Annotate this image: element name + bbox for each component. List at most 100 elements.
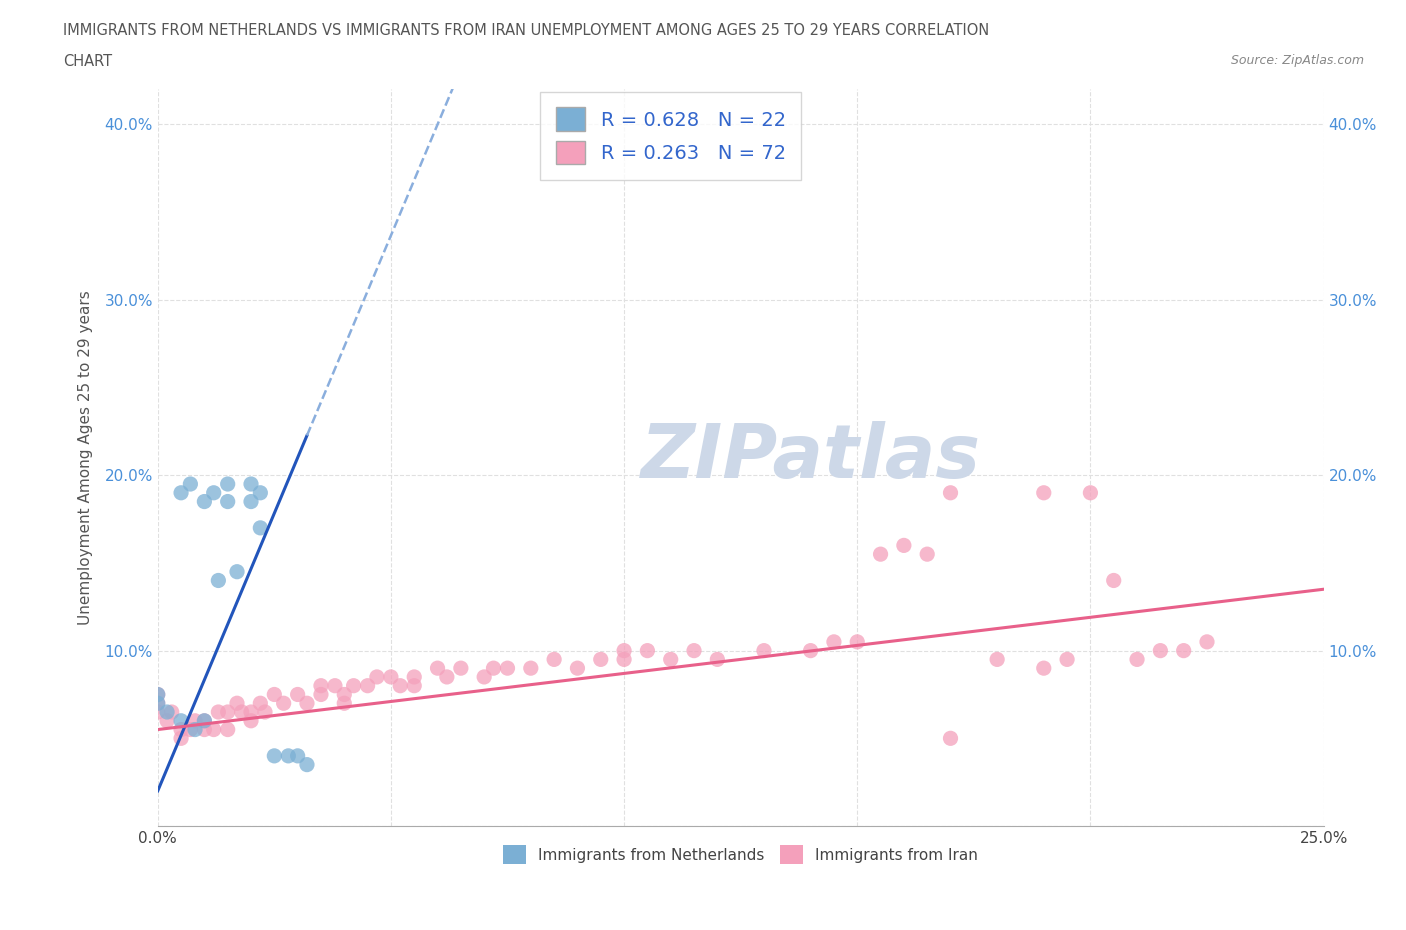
Point [202,722,225,737]
Point [273,696,295,711]
Point [436,670,458,684]
Point [146,687,169,702]
Text: IMMIGRANTS FROM NETHERLANDS VS IMMIGRANTS FROM IRAN UNEMPLOYMENT AMONG AGES 25 T: IMMIGRANTS FROM NETHERLANDS VS IMMIGRANT… [63,23,990,38]
Point [226,565,249,579]
Point [249,521,271,536]
Point [193,722,215,737]
Point [496,660,519,675]
Point [683,644,706,658]
Point [800,644,823,658]
Point [939,485,962,500]
Point [1173,644,1195,658]
Point [404,678,426,693]
Point [1126,652,1149,667]
Point [287,687,309,702]
Point [846,634,869,649]
Point [893,538,915,552]
Point [1195,634,1218,649]
Text: CHART: CHART [63,54,112,69]
Point [589,652,612,667]
Point [263,749,285,764]
Point [240,476,263,491]
Point [193,713,215,728]
Point [287,749,309,764]
Point [309,678,332,693]
Point [226,696,249,711]
Point [193,713,215,728]
Point [366,670,388,684]
Point [706,652,728,667]
Point [636,644,658,658]
Point [217,494,239,509]
Point [613,644,636,658]
Point [426,660,449,675]
Point [1149,644,1171,658]
Point [1080,485,1102,500]
Point [146,705,169,720]
Point [986,652,1008,667]
Point [253,705,276,720]
Point [156,713,179,728]
Point [1032,485,1054,500]
Point [333,687,356,702]
Point [915,547,938,562]
Point [520,660,543,675]
Point [231,705,253,720]
Point [240,494,263,509]
Point [939,731,962,746]
Point [333,696,356,711]
Text: Source: ZipAtlas.com: Source: ZipAtlas.com [1230,54,1364,67]
Point [659,652,682,667]
Point [1032,660,1054,675]
Point [342,678,364,693]
Point [184,713,207,728]
Point [323,678,346,693]
Point [160,705,183,720]
Legend: Immigrants from Netherlands, Immigrants from Iran: Immigrants from Netherlands, Immigrants … [498,839,984,870]
Y-axis label: Unemployment Among Ages 25 to 29 years: Unemployment Among Ages 25 to 29 years [79,290,93,625]
Point [263,687,285,702]
Point [217,722,239,737]
Point [482,660,505,675]
Point [207,573,229,588]
Point [156,705,179,720]
Text: ZIPatlas: ZIPatlas [641,421,980,494]
Point [170,722,193,737]
Point [146,696,169,711]
Point [202,485,225,500]
Point [472,670,495,684]
Point [295,696,318,711]
Point [450,660,472,675]
Point [309,687,332,702]
Point [277,749,299,764]
Point [146,696,169,711]
Point [170,713,193,728]
Point [184,722,207,737]
Point [217,476,239,491]
Point [240,713,263,728]
Point [1056,652,1078,667]
Point [207,705,229,720]
Point [217,705,239,720]
Point [869,547,891,562]
Point [193,494,215,509]
Point [823,634,845,649]
Point [567,660,589,675]
Point [249,485,271,500]
Point [179,476,201,491]
Point [613,652,636,667]
Point [179,722,201,737]
Point [356,678,378,693]
Point [380,670,402,684]
Point [752,644,775,658]
Point [543,652,565,667]
Point [170,485,193,500]
Point [1102,573,1125,588]
Point [249,696,271,711]
Point [404,670,426,684]
Point [170,731,193,746]
Point [240,705,263,720]
Point [389,678,412,693]
Point [146,687,169,702]
Point [295,757,318,772]
